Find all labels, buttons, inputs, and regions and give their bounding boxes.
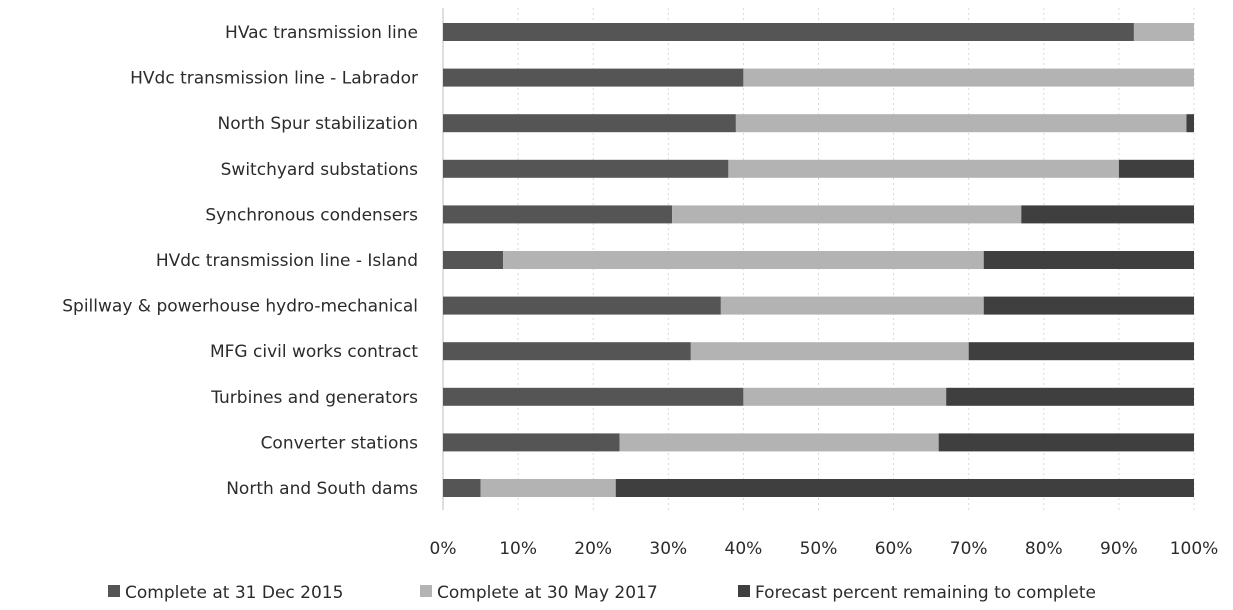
category-label-6: Spillway & powerhouse hydro-mechanical bbox=[62, 297, 418, 317]
x-tick-label-3: 30% bbox=[649, 539, 687, 559]
x-tick-label-4: 40% bbox=[725, 539, 763, 559]
x-tick-label-0: 0% bbox=[430, 539, 457, 559]
category-labels: HVac transmission line HVdc transmission … bbox=[62, 23, 418, 499]
bar-segment-10-2 bbox=[615, 479, 1194, 497]
bar-segment-1-0 bbox=[443, 68, 744, 87]
x-tick-label-2: 20% bbox=[574, 539, 612, 559]
category-label-10: North and South dams bbox=[226, 479, 418, 499]
category-label-9: Converter stations bbox=[261, 433, 419, 453]
bar-segment-6-1 bbox=[720, 296, 984, 315]
bar-segment-7-0 bbox=[443, 342, 691, 361]
x-axis-ticks: 0% 10% 20% 30% 40% 50% 60% 70% 80% 90% 100% bbox=[430, 539, 1219, 559]
x-tick-label-10: 100% bbox=[1170, 539, 1219, 559]
x-tick-label-8: 80% bbox=[1025, 539, 1063, 559]
bar-segment-9-2 bbox=[938, 433, 1194, 452]
bar-segment-8-0 bbox=[443, 387, 744, 406]
legend-swatch-2 bbox=[738, 585, 750, 597]
bar-segment-4-0 bbox=[443, 205, 673, 224]
bar-segment-0-1 bbox=[1133, 23, 1194, 41]
bar-segment-2-2 bbox=[1186, 114, 1194, 133]
bar-segment-7-2 bbox=[968, 342, 1194, 361]
bar-segment-10-1 bbox=[480, 479, 616, 497]
bar-segment-0-0 bbox=[443, 23, 1134, 41]
bar-segment-9-0 bbox=[443, 433, 620, 452]
bar-segment-4-1 bbox=[672, 205, 1022, 224]
bar-segment-10-0 bbox=[443, 479, 481, 497]
bar-segment-7-1 bbox=[690, 342, 969, 361]
bar-segment-9-1 bbox=[619, 433, 939, 452]
bars bbox=[443, 23, 1194, 497]
bar-segment-6-0 bbox=[443, 296, 721, 315]
category-label-5: HVdc transmission line - Island bbox=[156, 251, 418, 271]
legend: Complete at 31 Dec 2015 Complete at 30 Ma… bbox=[108, 583, 1096, 603]
legend-swatch-1 bbox=[420, 585, 432, 597]
bar-segment-5-2 bbox=[983, 251, 1194, 269]
bar-segment-3-1 bbox=[728, 159, 1119, 178]
category-label-1: HVdc transmission line - Labrador bbox=[130, 69, 418, 89]
bar-segment-8-1 bbox=[743, 387, 947, 406]
x-tick-label-5: 50% bbox=[800, 539, 838, 559]
category-label-4: Synchronous condensers bbox=[205, 205, 418, 225]
legend-swatch-0 bbox=[108, 585, 120, 597]
category-label-7: MFG civil works contract bbox=[210, 342, 418, 362]
legend-label-2: Forecast percent remaining to complete bbox=[755, 583, 1096, 603]
bar-segment-3-2 bbox=[1118, 159, 1194, 178]
legend-label-0: Complete at 31 Dec 2015 bbox=[125, 583, 343, 603]
x-tick-label-1: 10% bbox=[499, 539, 537, 559]
x-tick-label-6: 60% bbox=[875, 539, 913, 559]
bar-segment-2-0 bbox=[443, 114, 736, 133]
x-tick-label-9: 90% bbox=[1100, 539, 1138, 559]
legend-label-1: Complete at 30 May 2017 bbox=[437, 583, 658, 603]
bar-segment-5-1 bbox=[503, 251, 984, 269]
bar-segment-2-1 bbox=[735, 114, 1187, 133]
category-label-2: North Spur stabilization bbox=[217, 114, 418, 134]
bar-segment-8-2 bbox=[946, 387, 1194, 406]
category-label-8: Turbines and generators bbox=[210, 388, 418, 408]
bar-segment-4-2 bbox=[1021, 205, 1194, 224]
x-tick-label-7: 70% bbox=[950, 539, 988, 559]
bar-segment-5-0 bbox=[443, 251, 504, 269]
bar-segment-3-0 bbox=[443, 159, 729, 178]
category-label-3: Switchyard substations bbox=[221, 160, 418, 180]
bar-segment-1-1 bbox=[743, 68, 1194, 87]
bar-segment-6-2 bbox=[983, 296, 1194, 315]
category-label-0: HVac transmission line bbox=[225, 23, 418, 43]
